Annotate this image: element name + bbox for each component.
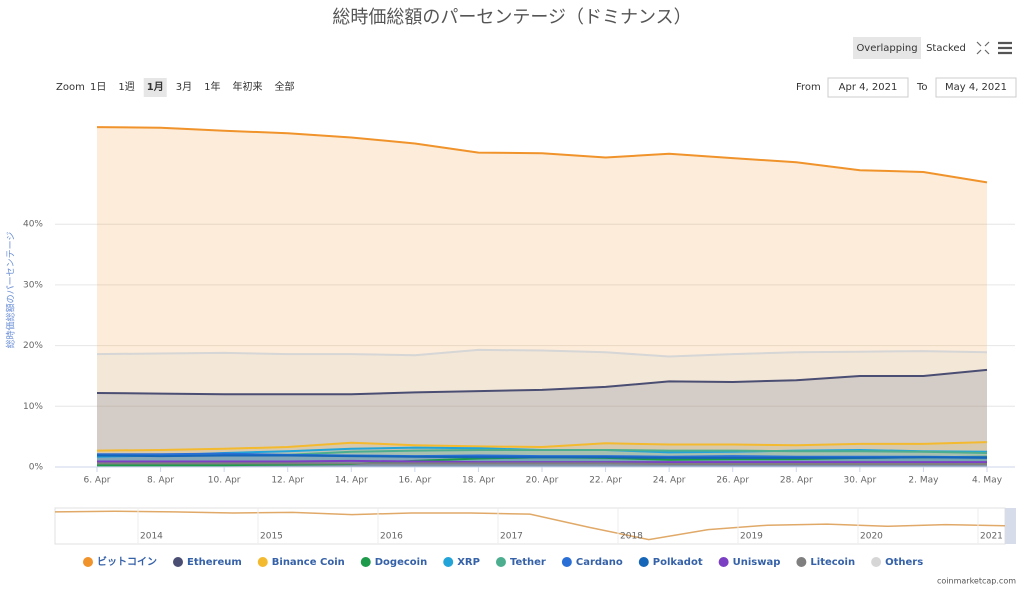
menu-icons[interactable] [976,41,1012,55]
chart-title: 総時価総額のパーセンテージ（ドミナンス） [332,7,691,28]
y-tick-label: 10% [23,402,43,412]
navigator-label: 2019 [740,532,763,542]
x-tick-label: 18. Apr [462,476,495,486]
zoom-button-bg [143,78,167,97]
view-button[interactable]: Stacked [926,43,966,54]
series-line [97,462,987,465]
x-tick-label: 24. Apr [653,476,686,486]
legend-label[interactable]: Litecoin [810,557,855,568]
legend-label[interactable]: Cardano [576,557,623,568]
input-box[interactable] [827,77,909,98]
legend-label[interactable]: Uniswap [733,557,781,568]
x-tick-label: 14. Apr [335,476,368,486]
legend-marker [360,557,371,567]
zoom-button[interactable]: 年初来 [232,80,262,93]
navigator-label: 2014 [140,532,163,542]
navigator-handle[interactable] [1005,508,1016,544]
legend-label[interactable]: Tether [510,557,546,568]
area-fill [97,349,987,467]
navigator-line [54,510,1006,541]
series-line [96,454,988,459]
legend-label[interactable]: XRP [457,557,480,568]
legend-label[interactable]: Polkadot [653,557,703,568]
x-tick-label: 28. Apr [780,476,813,486]
legend-label[interactable]: ビットコイン [97,555,157,568]
from-label: From [796,82,821,93]
zoom-buttons: 1日 1週 1月 3月 1年 年初来 全部 [90,78,294,97]
legend-marker [871,557,882,567]
area-fill [97,369,987,467]
navigator-label: 2015 [260,532,283,542]
series-line [97,452,988,459]
zoom-button[interactable]: 全部 [274,80,294,93]
x-tick-label: 6. Apr [83,476,110,486]
zoom-button[interactable]: 1週 [118,81,134,93]
credit: coinmarketcap.com [937,577,1016,586]
navigator-label: 2020 [860,532,883,542]
legend-marker [173,557,183,567]
to-label: To [916,82,928,93]
navigator-label: 2018 [620,532,643,542]
y-tick-label: 20% [23,341,43,351]
zoom-button[interactable]: 1日 [90,82,106,93]
x-tick-label: 8. Apr [147,476,174,486]
zoom-button[interactable]: 1年 [204,80,220,93]
series-line [97,459,987,464]
input-box[interactable] [935,77,1017,98]
x-tick-label: 22. Apr [589,476,622,486]
x-tick-label: 20. Apr [526,476,559,486]
series-line [96,441,988,452]
legend-marker [796,557,807,567]
x-tick-label: 16. Apr [398,476,431,486]
x-tick-label: 4. May [972,476,1003,486]
x-tick-label: 10. Apr [208,476,241,486]
legend-marker [495,557,506,567]
x-tick-label: 12. Apr [271,476,304,486]
to-input[interactable]: May 4, 2021 [945,82,1007,93]
navigator-label: 2017 [500,532,523,542]
zoom-button[interactable]: 1月 [147,81,164,93]
y-axis-label: 総時価総額のパーセンテージ [5,232,17,349]
legend-marker [718,557,729,567]
from-input[interactable]: Apr 4, 2021 [839,82,898,93]
legend-label[interactable]: Dogecoin [375,557,427,568]
legend-label[interactable]: Binance Coin [272,557,345,568]
x-tick-label: 30. Apr [843,476,876,486]
legend-label[interactable]: Ethereum [187,557,242,568]
legend-marker [257,557,268,567]
y-tick-label: 0% [29,463,44,473]
legend-marker [638,557,649,567]
view-button[interactable]: Overlapping [856,43,917,54]
zoom-button[interactable]: 3月 [176,81,192,93]
legend-marker [83,557,93,567]
legend-label[interactable]: Others [885,557,923,568]
y-tick-label: 40% [23,220,43,230]
navigator-label: 2016 [380,532,403,542]
series-line [96,368,988,396]
button-bg [853,37,921,59]
navigator-label: 2021 [980,532,1003,542]
y-tick-label: 30% [23,280,43,290]
legend-marker [561,557,572,567]
navigator-frame [54,507,1006,545]
series-line [96,348,988,358]
x-tick-label: 26. Apr [716,476,749,486]
zoom-label: Zoom [56,82,85,93]
x-tick-label: 2. May [908,476,939,486]
legend-marker [443,557,454,567]
series-line [96,126,988,184]
